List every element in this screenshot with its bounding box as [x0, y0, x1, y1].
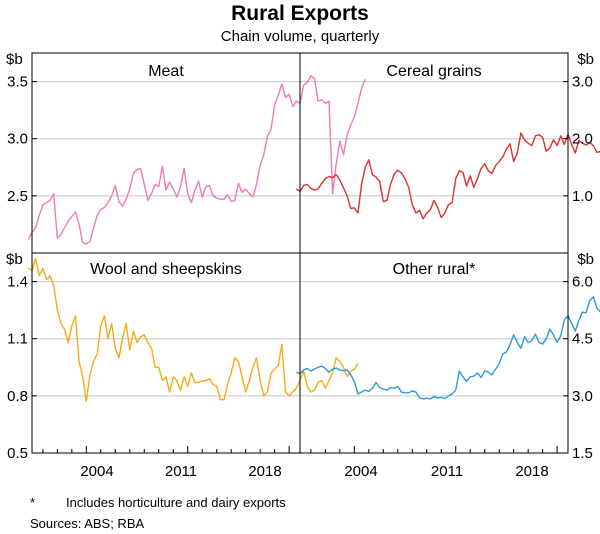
chart-subtitle: Chain volume, quarterly: [221, 28, 380, 45]
y-tick-label-wool-and-sheepskins: 0.5: [7, 445, 28, 462]
panel-title-wool-and-sheepskins: Wool and sheepskins: [90, 261, 242, 278]
x-tick-label-right-2018: 2018: [515, 463, 548, 480]
x-axis-ticks: [42, 446, 558, 453]
series-lines: [27, 75, 600, 403]
footnote-text: Includes horticulture and dairy exports: [66, 495, 286, 510]
footnote-marker: *: [30, 495, 35, 510]
x-tick-label-right-2011: 2011: [431, 463, 463, 480]
sources-note: Sources: ABS; RBA: [30, 516, 144, 531]
y-tick-label-other-rural: 4.5: [572, 331, 593, 348]
x-tick-label-left-2004: 2004: [80, 463, 113, 480]
y-tick-label-other-rural: 6.0: [572, 274, 593, 291]
panel-title-meat: Meat: [148, 63, 184, 80]
chart-title: Rural Exports: [231, 2, 369, 25]
y-tick-label-wool-and-sheepskins: 1.1: [7, 331, 28, 348]
series-line-cereal-grains: [296, 132, 600, 220]
x-tick-label-left-2018: 2018: [248, 463, 281, 480]
y-tick-label-meat: 3.5: [7, 74, 28, 91]
panel-title-cereal-grains: Cereal grains: [386, 63, 481, 80]
y-tick-label-cereal-grains: 1.0: [572, 188, 593, 205]
x-tick-label-left-2011: 2011: [165, 463, 197, 480]
unit-label-top-left: $b: [6, 51, 23, 68]
unit-label-bottom-left: $b: [6, 251, 23, 268]
y-tick-label-cereal-grains: 2.0: [572, 131, 593, 148]
series-line-meat: [27, 75, 366, 245]
unit-label-top-right: $b: [577, 51, 594, 68]
gridlines: [32, 81, 568, 397]
x-tick-label-right-2004: 2004: [344, 463, 377, 480]
y-tick-label-meat: 2.5: [7, 188, 28, 205]
y-tick-label-meat: 3.0: [7, 131, 28, 148]
y-tick-label-other-rural: 1.5: [572, 445, 593, 462]
series-line-wool-and-sheepskins: [28, 258, 359, 403]
unit-label-bottom-right: $b: [577, 251, 594, 268]
y-axis-ticks: 2.5 3.0 3.5 1.0 2.0 3.0 0.5 0.8 1.1 1.4 1.5 3.0 4.5 6…: [7, 74, 593, 462]
y-tick-label-cereal-grains: 3.0: [572, 74, 593, 91]
panel-title-other-rural: Other rural*: [393, 261, 476, 278]
y-tick-label-wool-and-sheepskins: 0.8: [7, 388, 28, 405]
y-tick-label-wool-and-sheepskins: 1.4: [7, 274, 28, 291]
series-line-other-rural: [296, 296, 600, 400]
y-tick-label-other-rural: 3.0: [572, 388, 593, 405]
